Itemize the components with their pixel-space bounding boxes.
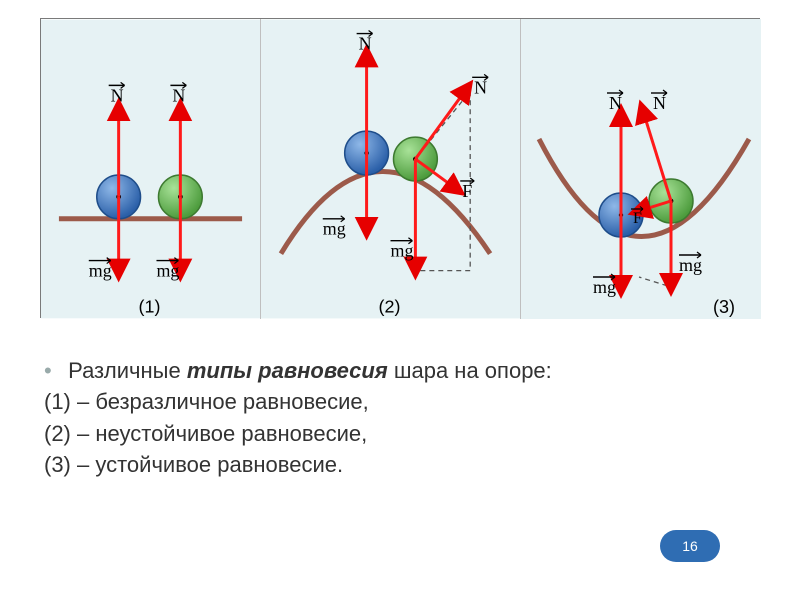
panel-unstable: N N mg mg F (2) xyxy=(261,19,521,319)
mg-label: mg xyxy=(593,277,616,297)
panel-stable: N N mg mg F (3) xyxy=(521,19,761,319)
caption-line-1: (1) – безразличное равновесие, xyxy=(44,386,760,418)
slide: N N mg mg (1) xyxy=(0,0,800,600)
mg-label: mg xyxy=(391,241,414,261)
panel1-svg: N N mg mg (1) xyxy=(41,19,260,319)
mg-label: mg xyxy=(89,261,112,281)
mg-label: mg xyxy=(323,219,346,239)
panel-neutral: N N mg mg (1) xyxy=(41,19,261,319)
mg-label: mg xyxy=(156,261,179,281)
title-em: типы равновесия xyxy=(187,358,388,383)
caption-block: • Различные типы равновесия шара на опор… xyxy=(40,356,760,481)
N-label: N xyxy=(474,77,487,97)
caption-line-3: (3) – устойчивое равновесие. xyxy=(44,449,760,481)
title-post: шара на опоре: xyxy=(394,358,552,383)
panel3-svg: N N mg mg F (3) xyxy=(521,19,761,319)
bullet-icon: • xyxy=(44,356,62,386)
mg-label: mg xyxy=(679,255,702,275)
panel2-svg: N N mg mg F (2) xyxy=(261,19,520,319)
N-label: N xyxy=(172,85,185,105)
N-label: N xyxy=(609,93,622,113)
caption-line-2: (2) – неустойчивое равновесие, xyxy=(44,418,760,450)
N-label: N xyxy=(653,93,666,113)
figure-box: N N mg mg (1) xyxy=(40,18,760,318)
F-label: F xyxy=(633,210,642,227)
N-label: N xyxy=(111,85,124,105)
title-pre: Различные xyxy=(68,358,181,383)
caption-title: • Различные типы равновесия шара на опор… xyxy=(44,356,760,386)
page-number: 16 xyxy=(682,538,698,554)
panel-caption: (2) xyxy=(379,296,401,316)
N-label: N xyxy=(359,33,372,53)
page-number-badge: 16 xyxy=(660,530,720,562)
panel-caption: (3) xyxy=(713,297,735,317)
panel-caption: (1) xyxy=(139,296,161,316)
